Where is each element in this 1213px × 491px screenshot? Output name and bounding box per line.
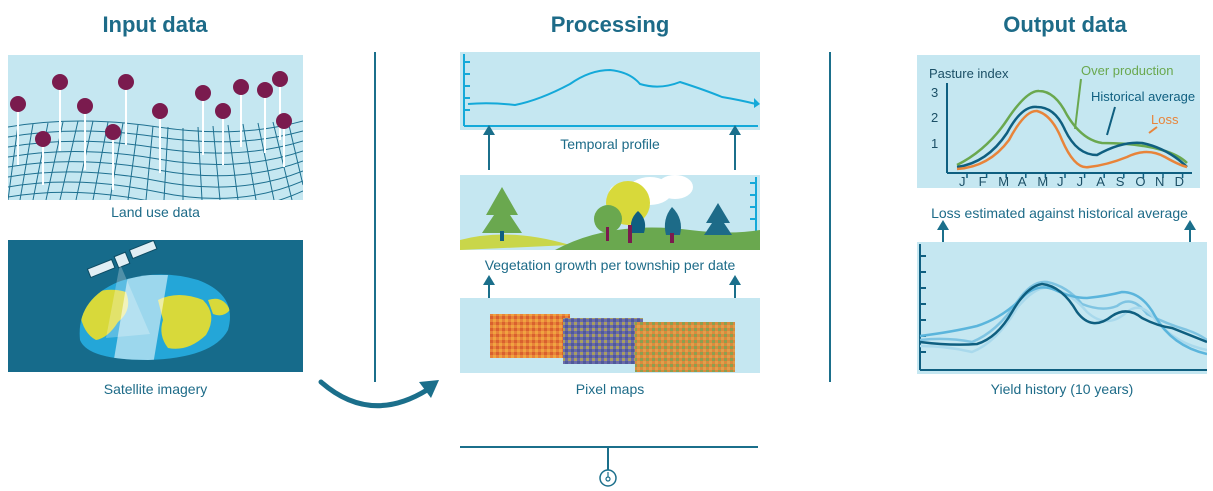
input-data-title: Input data (102, 12, 208, 37)
x-tick-label: D (1175, 174, 1184, 188)
temporal-profile-chart (463, 54, 760, 127)
yield-history-caption: Yield history (10 years) (990, 381, 1134, 397)
x-tick-label: A (1096, 174, 1105, 188)
pasture-chart-panel: Pasture index Over production Historical… (917, 55, 1200, 188)
temporal-profile-caption: Temporal profile (560, 136, 660, 152)
temporal-profile-panel (460, 52, 760, 130)
yield-history-panel (917, 242, 1207, 374)
column-divider-left (374, 52, 376, 382)
pixel-maps-illustration (490, 314, 735, 372)
x-tick-label: M (1037, 174, 1048, 188)
vegetation-caption: Vegetation growth per township per date (484, 257, 736, 273)
output-data-title: Output data (1003, 12, 1127, 37)
column-divider-right (829, 52, 831, 382)
over-production-label: Over production (1081, 63, 1174, 78)
pasture-chart: Pasture index Over production Historical… (929, 63, 1195, 188)
processing-title: Processing (550, 12, 670, 37)
y-tick-2: 2 (931, 110, 938, 125)
x-tick-label: J (959, 174, 966, 188)
pasture-ylabel: Pasture index (929, 66, 1009, 81)
pixel-maps-caption: Pixel maps (575, 381, 645, 397)
land-use-pin (10, 96, 26, 112)
pixel-maps-panel (460, 298, 760, 373)
loss-estimated-caption: Loss estimated against historical averag… (931, 205, 1188, 221)
x-tick-label: J (1057, 174, 1064, 188)
vegetation-illustration (460, 175, 760, 250)
satellite-illustration (79, 240, 230, 360)
x-tick-label: J (1077, 174, 1084, 188)
satellite-caption: Satellite imagery (103, 381, 208, 397)
x-tick-label: F (979, 174, 987, 188)
up-arrow-icon (482, 125, 496, 170)
land-use-panel (8, 55, 303, 200)
historical-average-label: Historical average (1091, 89, 1195, 104)
x-tick-label: N (1155, 174, 1164, 188)
y-tick-3: 3 (931, 85, 938, 100)
vegetation-panel (460, 175, 760, 250)
curved-arrow-icon (315, 370, 445, 415)
land-use-illustration (8, 71, 303, 200)
yield-history-chart (919, 244, 1207, 371)
loss-label: Loss (1151, 112, 1179, 127)
satellite-panel (8, 240, 303, 372)
y-tick-1: 1 (931, 136, 938, 151)
x-tick-label: M (998, 174, 1009, 188)
x-tick-label: A (1018, 174, 1027, 188)
x-tick-label: O (1135, 174, 1145, 188)
pin-marker-icon (598, 446, 618, 491)
x-tick-label: S (1116, 174, 1125, 188)
up-arrow-icon (728, 125, 742, 170)
land-use-caption: Land use data (111, 204, 200, 220)
